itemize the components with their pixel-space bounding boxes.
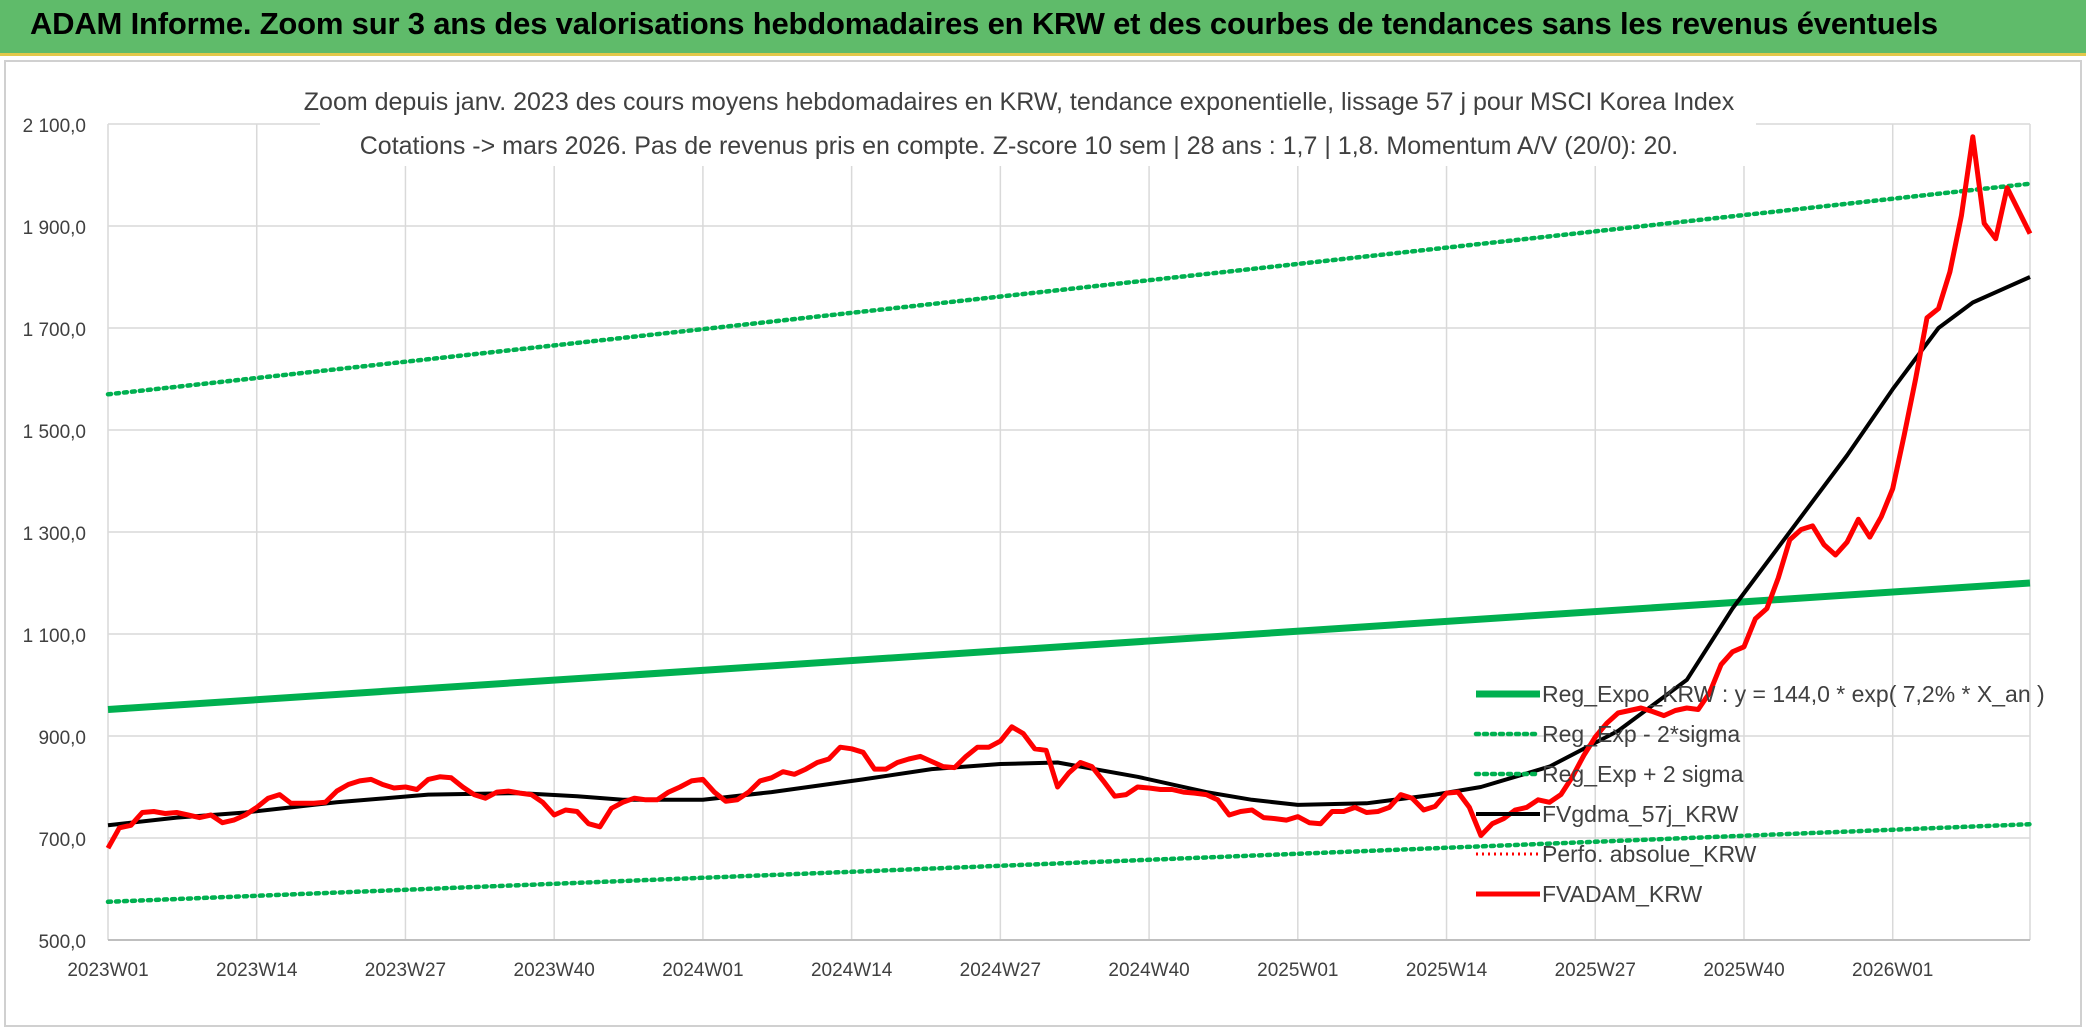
y-tick-label: 1 300,0 (23, 524, 86, 545)
axis-layer: 500,0 700,0 900,0 1 100,0 1 300,0 1 500,0 1 70… (23, 116, 2030, 981)
legend-label: FVgdma_57j_KRW (1542, 801, 1739, 827)
y-tick-label: 1 700,0 (23, 320, 86, 341)
chart-title-background (320, 80, 1756, 166)
y-tick-label: 1 500,0 (23, 422, 86, 443)
title-bar: ADAM Informe. Zoom sur 3 ans des valoris… (0, 0, 2086, 56)
x-tick-label: 2024W40 (1108, 960, 1189, 981)
series-line-reg-expo-krw-y-144-0-exp (107, 579, 2031, 713)
x-tick-label: 2023W40 (514, 960, 595, 981)
grid-layer (107, 123, 2031, 941)
x-tick-label: 2023W01 (67, 960, 148, 981)
legend: Reg_Expo_KRW : y = 144,0 * exp( 7,2% * X… (1473, 681, 2045, 907)
series-line-fvadam-krw (105, 134, 2033, 850)
x-tick-label: 2025W40 (1703, 960, 1784, 981)
x-tick-label: 2026W01 (1852, 960, 1933, 981)
y-tick-label: 900,0 (38, 728, 86, 749)
y-tick-label: 700,0 (38, 830, 86, 851)
x-tick-label: 2025W27 (1555, 960, 1636, 981)
y-tick-label: 1 100,0 (23, 626, 86, 647)
legend-label: Reg_Expo_KRW : y = 144,0 * exp( 7,2% * X… (1542, 681, 2045, 707)
x-tick-label: 2023W27 (365, 960, 446, 981)
chart-title-line2: Cotations -> mars 2026. Pas de revenus p… (360, 132, 1678, 160)
series-layer (105, 134, 2033, 905)
y-tick-label: 500,0 (38, 932, 86, 953)
series-line-reg-exp-2-sigma (105, 821, 2033, 905)
x-tick-label: 2025W01 (1257, 960, 1338, 981)
x-tick-label: 2023W14 (216, 960, 298, 981)
y-tick-label: 2 100,0 (23, 116, 86, 137)
series-line-fvgdma-57j-krw (107, 275, 2031, 828)
chart-title-line1: Zoom depuis janv. 2023 des cours moyens … (304, 88, 1735, 116)
legend-label: Reg_Exp - 2*sigma (1542, 721, 1740, 747)
chart-frame (4, 60, 2082, 1027)
y-tick-label: 1 900,0 (23, 218, 86, 239)
x-tick-label: 2024W01 (662, 960, 743, 981)
x-tick-label: 2024W27 (960, 960, 1041, 981)
series-line-reg-exp-2-sigma (105, 181, 2033, 397)
x-tick-label: 2025W14 (1406, 960, 1488, 981)
x-tick-label: 2024W14 (811, 960, 893, 981)
legend-label: FVADAM_KRW (1542, 881, 1702, 907)
page-title: ADAM Informe. Zoom sur 3 ans des valoris… (30, 6, 1938, 41)
legend-label: Perfo. absolue_KRW (1542, 841, 1757, 867)
legend-label: Reg_Exp + 2 sigma (1542, 761, 1744, 787)
